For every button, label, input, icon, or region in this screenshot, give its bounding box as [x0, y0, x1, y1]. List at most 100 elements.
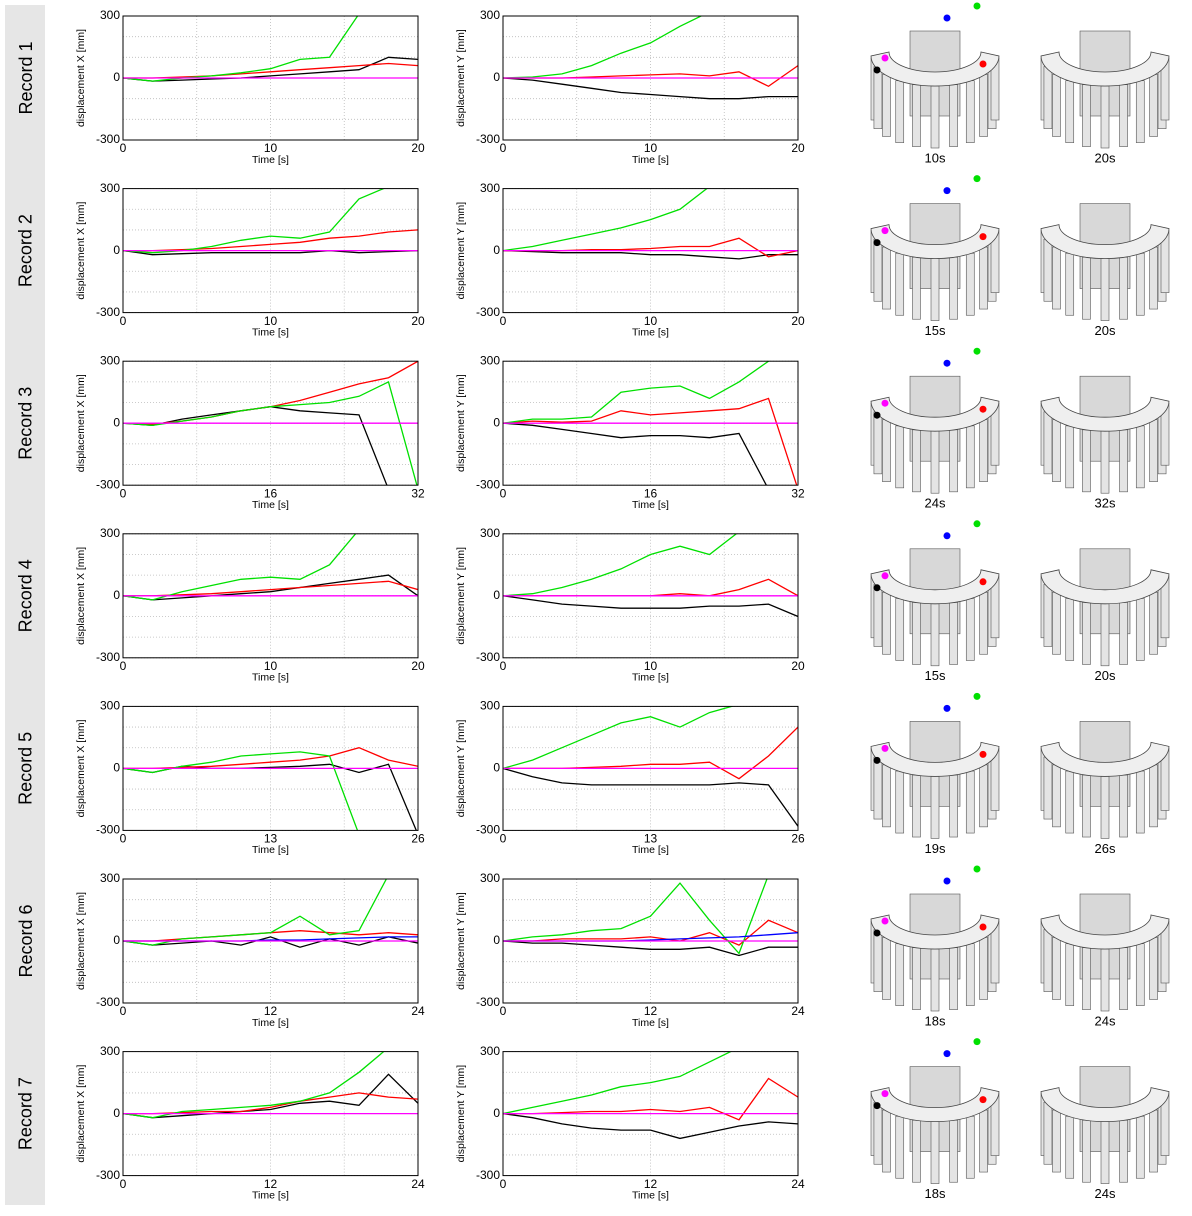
x-tick-label: 13 — [644, 832, 658, 846]
x-tick-label: 12 — [644, 1177, 658, 1191]
x-tick-label: 20 — [791, 141, 805, 155]
x-tick-label: 13 — [264, 832, 278, 846]
column — [979, 937, 988, 1000]
snapshot-render — [1040, 30, 1170, 149]
column — [930, 776, 940, 839]
column — [1043, 929, 1053, 992]
plot-frame — [122, 1051, 419, 1177]
snapshot-render — [870, 692, 1000, 839]
y-tick-label: 0 — [113, 243, 120, 257]
column — [1135, 943, 1145, 1006]
column — [895, 80, 905, 143]
column — [873, 584, 883, 647]
marker-dot — [979, 1096, 987, 1104]
y-tick-label: 0 — [113, 588, 120, 602]
data-line — [503, 1051, 733, 1115]
column — [1135, 1115, 1145, 1179]
column — [1065, 943, 1075, 1006]
x-tick-label: 12 — [644, 1004, 658, 1018]
x-tick-label: 24 — [791, 1177, 805, 1191]
data-line — [123, 936, 418, 948]
snapshot-time: 15s — [925, 668, 946, 683]
column — [1082, 256, 1091, 320]
column — [965, 80, 975, 143]
snapshot-time: 24s — [925, 496, 946, 511]
column — [912, 947, 921, 1010]
data-line — [123, 229, 418, 252]
y-axis-label: displacement Y [mm] — [455, 892, 467, 990]
data-line — [503, 188, 708, 252]
data-line — [123, 62, 418, 79]
x-tick-label: 0 — [500, 314, 507, 328]
data-line — [503, 16, 703, 79]
column — [1052, 937, 1061, 1000]
column — [1043, 238, 1053, 302]
column — [965, 770, 975, 834]
record-label: Record 2 — [16, 214, 36, 287]
column — [965, 1115, 975, 1179]
snapshot-time: 32s — [1095, 496, 1116, 511]
x-tick-label: 0 — [120, 314, 127, 328]
y-tick-label: -300 — [96, 477, 120, 491]
column — [1082, 84, 1091, 147]
marker-dot — [979, 750, 987, 758]
column — [1149, 1109, 1158, 1173]
x-tick-label: 10 — [264, 659, 278, 673]
column — [965, 598, 975, 661]
plot-frame — [122, 188, 419, 314]
plot-frame — [122, 360, 419, 486]
marker-dot — [979, 923, 987, 931]
x-axis-label: Time [s] — [252, 1017, 289, 1029]
x-tick-label: 0 — [500, 1177, 507, 1191]
y-axis-label: displacement X [mm] — [75, 1065, 87, 1163]
snapshot-render — [870, 175, 1000, 321]
x-tick-label: 20 — [411, 141, 425, 155]
column — [1100, 85, 1110, 149]
marker-dot — [943, 359, 951, 367]
column — [965, 943, 975, 1006]
column — [882, 937, 891, 1000]
marker-dot — [943, 532, 951, 540]
column — [1065, 425, 1075, 489]
ring — [870, 396, 1000, 432]
x-tick-label: 10 — [644, 314, 658, 328]
column — [965, 252, 975, 316]
snapshot-time: 20s — [1095, 323, 1116, 338]
plot-frame — [502, 533, 799, 659]
data-line — [503, 249, 798, 260]
column — [895, 425, 905, 489]
data-line — [123, 533, 357, 601]
y-tick-label: 300 — [100, 699, 120, 713]
x-tick-label: 0 — [120, 1177, 127, 1191]
x-tick-label: 32 — [411, 486, 425, 500]
ring — [1040, 396, 1170, 432]
y-axis-label: displacement Y [mm] — [455, 547, 467, 645]
column — [873, 1101, 883, 1165]
ring — [1040, 914, 1170, 950]
plot-frame — [502, 188, 799, 314]
plot-frame — [122, 705, 419, 831]
column — [1100, 258, 1110, 321]
column — [1119, 84, 1128, 147]
record-label: Record 6 — [16, 904, 36, 977]
x-axis-label: Time [s] — [252, 672, 289, 684]
marker-dot — [973, 2, 981, 10]
marker-dot — [873, 239, 881, 247]
y-axis-label: displacement Y [mm] — [455, 374, 467, 472]
marker-dot — [943, 1050, 951, 1058]
ring — [1040, 224, 1170, 259]
plot-frame — [122, 533, 419, 659]
column — [1065, 598, 1075, 661]
plot-frame — [502, 878, 799, 1004]
plot-frame — [502, 15, 799, 141]
x-tick-label: 0 — [120, 832, 127, 846]
column — [1043, 756, 1053, 820]
column — [1082, 602, 1091, 665]
column — [949, 1119, 958, 1183]
x-tick-label: 26 — [411, 832, 425, 846]
x-axis-label: Time [s] — [632, 326, 669, 338]
marker-dot — [873, 756, 881, 764]
x-axis-label: Time [s] — [252, 499, 289, 511]
column — [949, 256, 958, 320]
marker-dot — [973, 692, 981, 700]
